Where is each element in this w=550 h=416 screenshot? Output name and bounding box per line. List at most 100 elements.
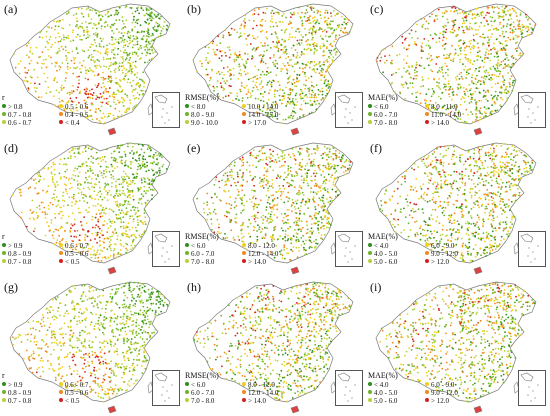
station-dot bbox=[301, 19, 303, 22]
station-dot bbox=[76, 52, 79, 55]
station-dot bbox=[63, 175, 66, 178]
station-dot bbox=[321, 225, 324, 228]
station-dot bbox=[453, 23, 456, 26]
station-dot bbox=[467, 60, 469, 63]
station-dot bbox=[78, 171, 81, 174]
station-dot bbox=[310, 81, 313, 84]
station-dot bbox=[445, 250, 447, 253]
station-dot bbox=[519, 14, 522, 16]
station-dot bbox=[131, 215, 134, 217]
station-dot bbox=[499, 104, 502, 106]
station-dot bbox=[252, 225, 255, 228]
station-dot bbox=[316, 43, 318, 45]
station-dot bbox=[302, 234, 304, 237]
station-dot bbox=[322, 182, 324, 185]
legend-label: 6.0 - 7.0 bbox=[374, 111, 398, 119]
station-dot bbox=[126, 110, 128, 112]
station-dot bbox=[287, 167, 290, 170]
station-dot bbox=[291, 250, 294, 252]
station-dot bbox=[235, 221, 237, 224]
station-dot bbox=[306, 147, 308, 150]
station-dot bbox=[44, 234, 47, 237]
station-dot bbox=[297, 12, 299, 15]
station-dot bbox=[459, 118, 462, 120]
station-dot bbox=[94, 24, 96, 27]
station-dot bbox=[220, 59, 223, 62]
station-dot bbox=[114, 229, 116, 232]
station-dot bbox=[71, 147, 74, 149]
station-dot bbox=[136, 22, 139, 25]
station-dot bbox=[86, 165, 89, 167]
station-dot bbox=[456, 34, 459, 36]
station-dot bbox=[261, 18, 264, 21]
station-dot bbox=[242, 240, 245, 243]
station-dot bbox=[488, 154, 490, 157]
station-dot bbox=[469, 61, 471, 64]
station-dot bbox=[491, 98, 494, 101]
station-dot bbox=[247, 225, 249, 228]
station-dot bbox=[487, 29, 490, 32]
legend-label: 14.0 - 17.0 bbox=[248, 111, 279, 119]
station-dot bbox=[296, 117, 299, 120]
station-dot bbox=[308, 239, 311, 241]
station-dot bbox=[311, 104, 314, 106]
station-dot bbox=[276, 90, 279, 92]
station-dot bbox=[266, 168, 269, 170]
station-dot bbox=[119, 249, 122, 251]
station-dot bbox=[283, 92, 286, 95]
station-dot bbox=[274, 59, 277, 62]
station-dot bbox=[128, 217, 131, 220]
station-dot bbox=[288, 182, 290, 185]
station-dot bbox=[106, 44, 108, 47]
station-dot bbox=[332, 158, 335, 160]
station-dot bbox=[487, 89, 490, 92]
station-dot bbox=[508, 232, 510, 235]
station-dot bbox=[313, 240, 315, 243]
station-dot bbox=[272, 56, 275, 58]
station-dot bbox=[119, 202, 121, 205]
station-dot bbox=[225, 215, 228, 218]
station-dot bbox=[477, 55, 480, 58]
station-dot bbox=[58, 172, 61, 175]
legend-dot-icon bbox=[59, 259, 63, 263]
station-dot bbox=[132, 61, 135, 64]
station-dot bbox=[272, 186, 274, 189]
station-dot bbox=[138, 197, 141, 200]
station-dot bbox=[146, 61, 149, 64]
station-dot bbox=[340, 166, 343, 169]
station-dot bbox=[219, 50, 222, 53]
station-dot bbox=[509, 188, 512, 191]
station-dot bbox=[272, 61, 274, 64]
station-dot bbox=[91, 185, 93, 188]
station-dot bbox=[466, 27, 469, 29]
station-dot bbox=[137, 224, 139, 226]
station-dot bbox=[144, 48, 147, 51]
station-dot bbox=[479, 118, 481, 121]
station-dot bbox=[484, 246, 487, 249]
station-dot bbox=[313, 96, 316, 99]
station-dot bbox=[34, 178, 37, 181]
station-dot bbox=[323, 233, 326, 236]
station-dot bbox=[406, 55, 409, 57]
station-dot bbox=[72, 148, 75, 151]
station-dot bbox=[314, 192, 317, 194]
station-dot bbox=[473, 164, 476, 167]
station-dot bbox=[243, 27, 246, 29]
station-dot bbox=[489, 153, 492, 156]
station-dot bbox=[260, 179, 263, 181]
station-dot bbox=[89, 9, 91, 11]
station-dot bbox=[134, 206, 137, 209]
station-dot bbox=[228, 218, 231, 221]
station-dot bbox=[99, 101, 102, 104]
station-dot bbox=[131, 234, 134, 236]
station-dot bbox=[309, 62, 312, 65]
station-dot bbox=[416, 231, 418, 234]
station-dot bbox=[237, 235, 240, 238]
station-dot bbox=[60, 45, 63, 48]
station-dot bbox=[87, 181, 89, 184]
station-dot bbox=[344, 32, 347, 35]
station-dot bbox=[58, 100, 61, 103]
station-dot bbox=[494, 238, 497, 241]
station-dot bbox=[323, 188, 326, 191]
station-dot bbox=[86, 96, 89, 99]
